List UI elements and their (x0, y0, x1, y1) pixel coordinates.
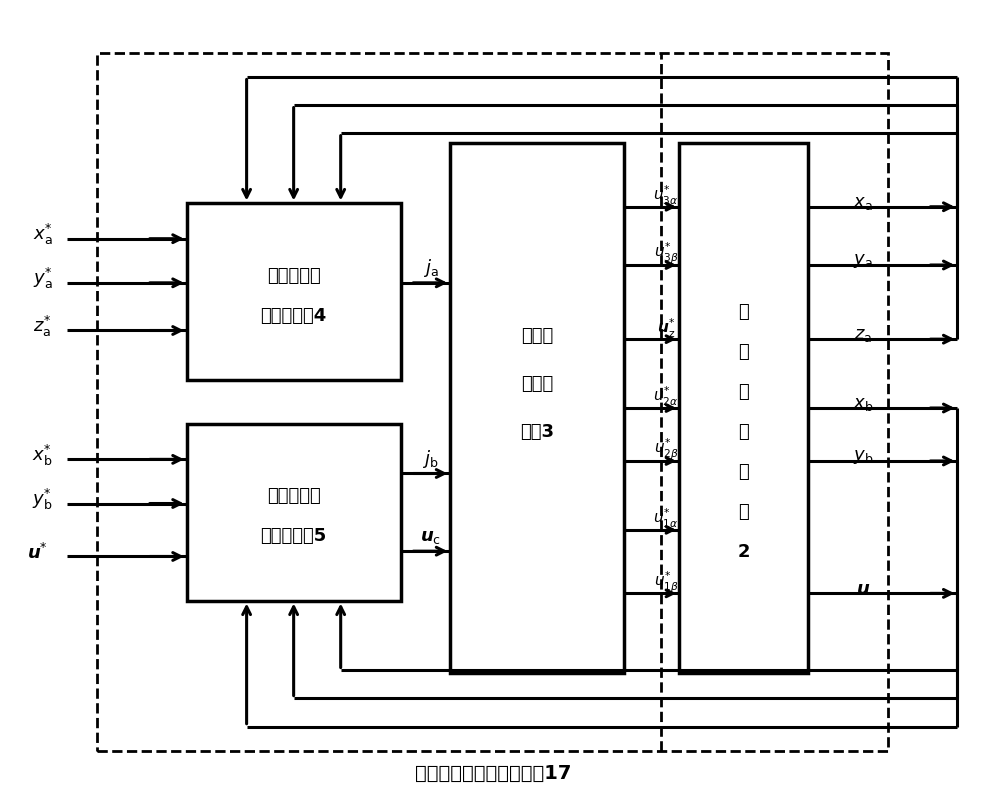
Text: $u_{2\beta}^{*}$: $u_{2\beta}^{*}$ (654, 437, 679, 462)
Text: $y_{\rm a}$: $y_{\rm a}$ (853, 252, 873, 270)
Text: $x_{\rm a}$: $x_{\rm a}$ (853, 194, 873, 212)
Text: $\boldsymbol{u}_{\rm z}^{*}$: $\boldsymbol{u}_{\rm z}^{*}$ (657, 316, 675, 339)
Text: 系统3: 系统3 (520, 423, 554, 441)
Text: 神经网络动: 神经网络动 (267, 267, 321, 284)
Text: $z_{\rm a}^{*}$: $z_{\rm a}^{*}$ (33, 314, 52, 339)
Text: $y_{\rm b}^{*}$: $y_{\rm b}^{*}$ (32, 487, 53, 512)
Text: $u_{1\beta}^{*}$: $u_{1\beta}^{*}$ (654, 570, 679, 595)
Text: 神经网络动: 神经网络动 (267, 487, 321, 505)
Text: $u_{3\alpha}^{*}$: $u_{3\alpha}^{*}$ (653, 184, 679, 207)
Text: 象: 象 (738, 503, 749, 521)
Text: 态预测模块5: 态预测模块5 (261, 528, 327, 545)
Text: 2: 2 (737, 544, 750, 562)
Text: $x_{\rm b}^{*}$: $x_{\rm b}^{*}$ (32, 443, 53, 468)
Text: 神经网络预测解耦控制器17: 神经网络预测解耦控制器17 (415, 764, 571, 783)
Text: $\boldsymbol{u}^{*}$: $\boldsymbol{u}^{*}$ (27, 542, 48, 562)
Text: $\boldsymbol{u}$: $\boldsymbol{u}$ (856, 580, 870, 599)
Bar (450, 143, 624, 673)
Text: $u_{2\alpha}^{*}$: $u_{2\alpha}^{*}$ (653, 385, 679, 408)
Text: 控: 控 (738, 423, 749, 441)
Text: $y_{\rm b}$: $y_{\rm b}$ (853, 448, 873, 466)
Text: 复: 复 (738, 303, 749, 321)
Text: $x_{\rm b}$: $x_{\rm b}$ (853, 395, 873, 413)
Text: $x_{\rm a}^{*}$: $x_{\rm a}^{*}$ (33, 222, 52, 247)
Bar (187, 424, 401, 600)
Text: $u_{1\alpha}^{*}$: $u_{1\alpha}^{*}$ (653, 507, 679, 530)
Text: $z_{\rm a}$: $z_{\rm a}$ (854, 326, 872, 344)
Text: 态预测模块4: 态预测模块4 (261, 307, 327, 325)
Text: $j_{\rm b}$: $j_{\rm b}$ (422, 448, 439, 470)
Text: 被: 被 (738, 383, 749, 401)
Text: 合: 合 (738, 343, 749, 361)
Bar (97, 53, 888, 751)
Text: 对: 对 (738, 463, 749, 482)
Text: $y_{\rm a}^{*}$: $y_{\rm a}^{*}$ (33, 267, 52, 292)
Text: $j_{\rm a}$: $j_{\rm a}$ (423, 258, 438, 280)
Bar (679, 143, 808, 673)
Bar (187, 204, 401, 380)
Text: 模糊神: 模糊神 (521, 326, 553, 345)
Text: 经网络: 经网络 (521, 375, 553, 393)
Text: $u_{3\beta}^{*}$: $u_{3\beta}^{*}$ (654, 242, 679, 267)
Text: $\boldsymbol{u}_{\rm c}$: $\boldsymbol{u}_{\rm c}$ (420, 528, 441, 545)
